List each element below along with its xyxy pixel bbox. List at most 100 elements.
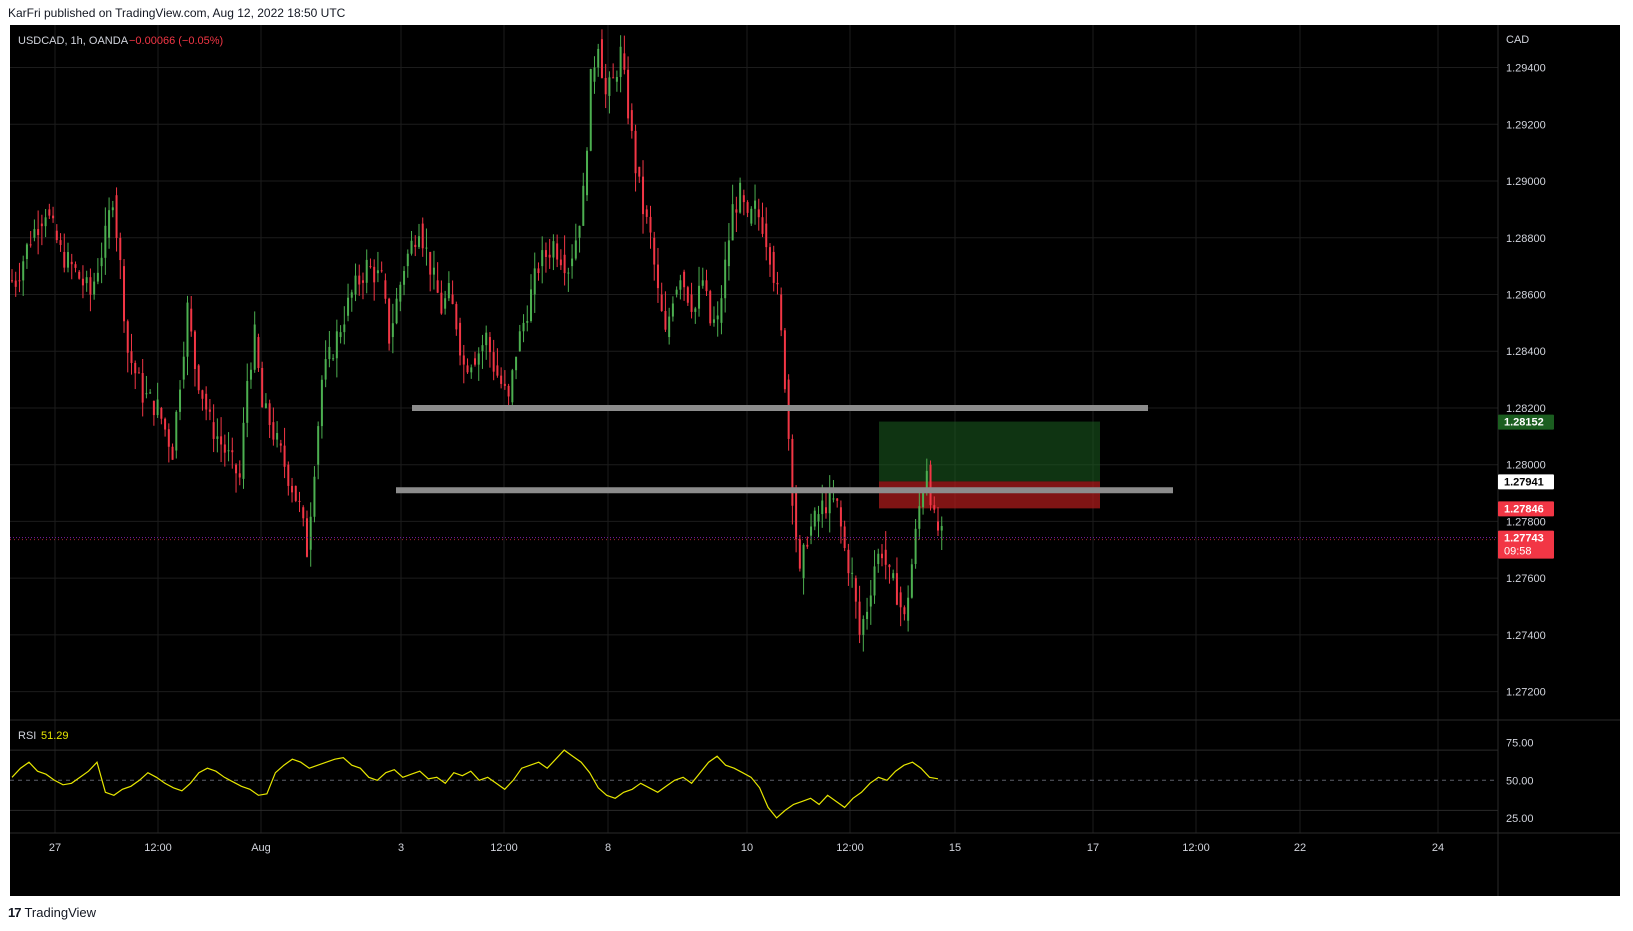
candle-body <box>634 130 637 174</box>
candle-body <box>802 544 805 579</box>
price-label-text: 1.27743 <box>1504 533 1544 545</box>
position-zones[interactable] <box>879 421 1100 509</box>
candle-body <box>171 446 174 460</box>
candle-body <box>604 77 607 95</box>
candle-body <box>903 607 906 615</box>
candle-body <box>78 271 81 279</box>
change-legend: −0.00066 (−0.05%) <box>129 35 223 47</box>
candle-body <box>332 358 335 360</box>
price-axis[interactable]: 1.29400 1.29200 1.29000 1.28800 1.28600 1.284… <box>1506 63 1546 825</box>
chart-canvas[interactable]: 1.29400 1.29200 1.29000 1.28800 1.28600 1.284… <box>10 25 1620 896</box>
candle-body <box>477 353 480 365</box>
candle-body <box>440 292 443 314</box>
candle-body <box>257 337 260 368</box>
time-tick-label: 12:00 <box>144 842 172 854</box>
time-tick-label: 12:00 <box>490 842 518 854</box>
candle-body <box>182 356 185 380</box>
candle-body <box>410 240 413 254</box>
candle-body <box>518 331 521 352</box>
candle-body <box>238 473 241 478</box>
candle-body <box>821 500 824 515</box>
candle-body <box>548 254 551 258</box>
candle-body <box>929 464 932 506</box>
candle-body <box>892 573 895 579</box>
candle-body <box>492 352 495 372</box>
candle-body <box>432 267 435 275</box>
horizontal-levels[interactable] <box>396 404 1173 494</box>
price-tick-label: 1.28000 <box>1506 460 1546 472</box>
candle-body <box>96 272 99 282</box>
symbol-legend[interactable]: USDCAD, 1h, OANDA <box>18 35 129 47</box>
candle-body <box>466 365 469 373</box>
candle-body <box>459 322 462 356</box>
time-tick-label: 8 <box>605 842 611 854</box>
take-profit-zone[interactable] <box>879 421 1100 482</box>
candle-body <box>899 592 902 608</box>
candle-body <box>884 549 887 565</box>
candle-body <box>660 294 663 312</box>
stop-loss-zone[interactable] <box>879 481 1100 509</box>
candle-body <box>324 359 327 380</box>
candle-body <box>358 275 361 285</box>
candle-body <box>608 77 611 96</box>
candle-body <box>63 251 66 268</box>
candle-body <box>873 566 876 596</box>
candle-body <box>197 365 200 391</box>
candle-body <box>683 271 686 288</box>
candle-body <box>712 319 715 323</box>
candle-body <box>417 236 420 247</box>
footer-brand[interactable]: 17 TradingView <box>8 905 96 920</box>
candle-body <box>462 355 465 365</box>
candle-body <box>642 176 645 215</box>
candle-body <box>298 500 301 502</box>
candle-body <box>22 261 25 281</box>
candle-body <box>37 229 40 236</box>
candle-body <box>500 375 503 384</box>
candle-body <box>287 464 290 486</box>
candle-body <box>425 247 428 249</box>
candle-body <box>350 292 353 298</box>
candle-body <box>739 182 742 213</box>
candle-body <box>839 507 842 527</box>
candle-body <box>205 393 208 410</box>
price-label-box <box>1498 530 1554 559</box>
candle-body <box>74 264 77 268</box>
chart-frame[interactable]: 1.29400 1.29200 1.29000 1.28800 1.28600 1.284… <box>10 25 1620 896</box>
candle-body <box>160 407 163 419</box>
price-tick-label: 1.28600 <box>1506 289 1546 301</box>
candle-body <box>858 601 861 635</box>
candle-body <box>686 287 689 303</box>
candle-body <box>623 53 626 70</box>
candle-body <box>735 209 738 213</box>
rsi-label[interactable]: RSI <box>18 730 36 742</box>
candle-body <box>544 250 547 257</box>
candle-body <box>455 304 458 330</box>
time-tick-label: 24 <box>1432 842 1444 854</box>
candle-body <box>615 76 618 82</box>
time-axis[interactable]: 27 12:00 Aug 3 12:00 8 10 12:00 15 17 12:00 22 24 <box>49 842 1444 854</box>
candle-body <box>746 202 749 213</box>
candle-body <box>376 270 379 274</box>
candle-body <box>526 321 529 323</box>
candle-body <box>541 250 544 267</box>
candle-body <box>593 67 596 82</box>
candle-body <box>216 436 219 439</box>
candle-body <box>242 422 245 479</box>
candle-body <box>888 564 891 568</box>
candle-body <box>235 464 238 474</box>
candle-body <box>724 259 727 299</box>
candle-body <box>877 553 880 564</box>
time-tick-label: 12:00 <box>1182 842 1210 854</box>
candle-body <box>780 294 783 331</box>
candle-body <box>586 150 589 196</box>
candle-body <box>70 261 73 265</box>
candle-body <box>866 611 869 620</box>
candle-body <box>910 564 913 598</box>
time-tick-label: 10 <box>741 842 753 854</box>
candle-body <box>130 351 133 363</box>
candle-body <box>111 207 114 211</box>
candle-body <box>798 539 801 569</box>
chart-background <box>10 25 1620 896</box>
candle-body <box>612 77 615 79</box>
candle-body <box>141 373 144 403</box>
